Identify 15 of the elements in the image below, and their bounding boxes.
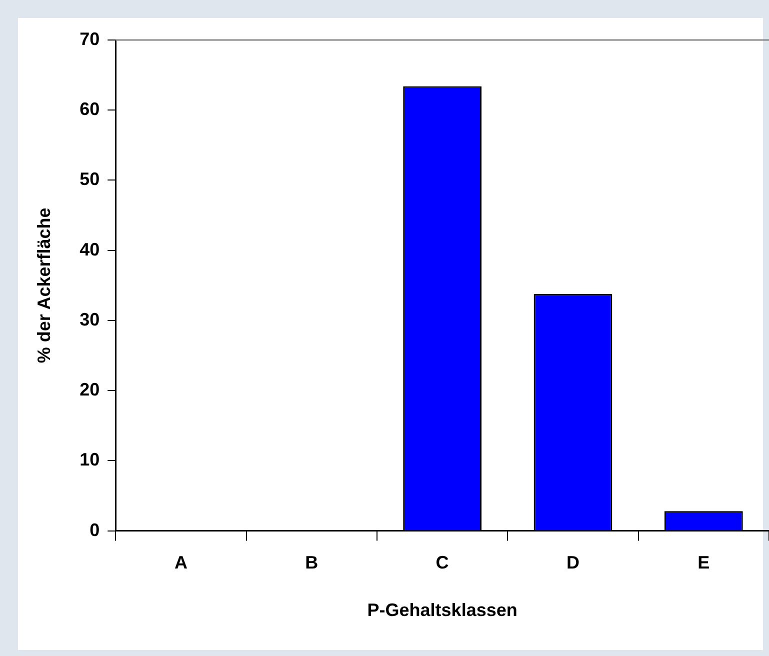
x-tick-label: B: [305, 552, 318, 573]
y-tick-label: 60: [80, 99, 100, 120]
x-tick-label: A: [174, 552, 188, 573]
x-axis-title: P-Gehaltsklassen: [367, 600, 518, 620]
y-tick-label: 50: [80, 169, 100, 190]
y-tick-label: 20: [80, 380, 100, 400]
x-tick-label: E: [698, 552, 710, 573]
y-axis-title: % der Ackerfläche: [34, 208, 54, 364]
y-tick-label: 40: [80, 239, 100, 260]
y-tick-label: 70: [80, 28, 100, 49]
y-tick-label: 0: [90, 520, 100, 540]
y-tick-label: 10: [80, 450, 100, 470]
y-tick-label: 30: [80, 309, 100, 330]
x-tick-label: D: [566, 552, 580, 573]
x-tick-label: C: [436, 552, 449, 573]
